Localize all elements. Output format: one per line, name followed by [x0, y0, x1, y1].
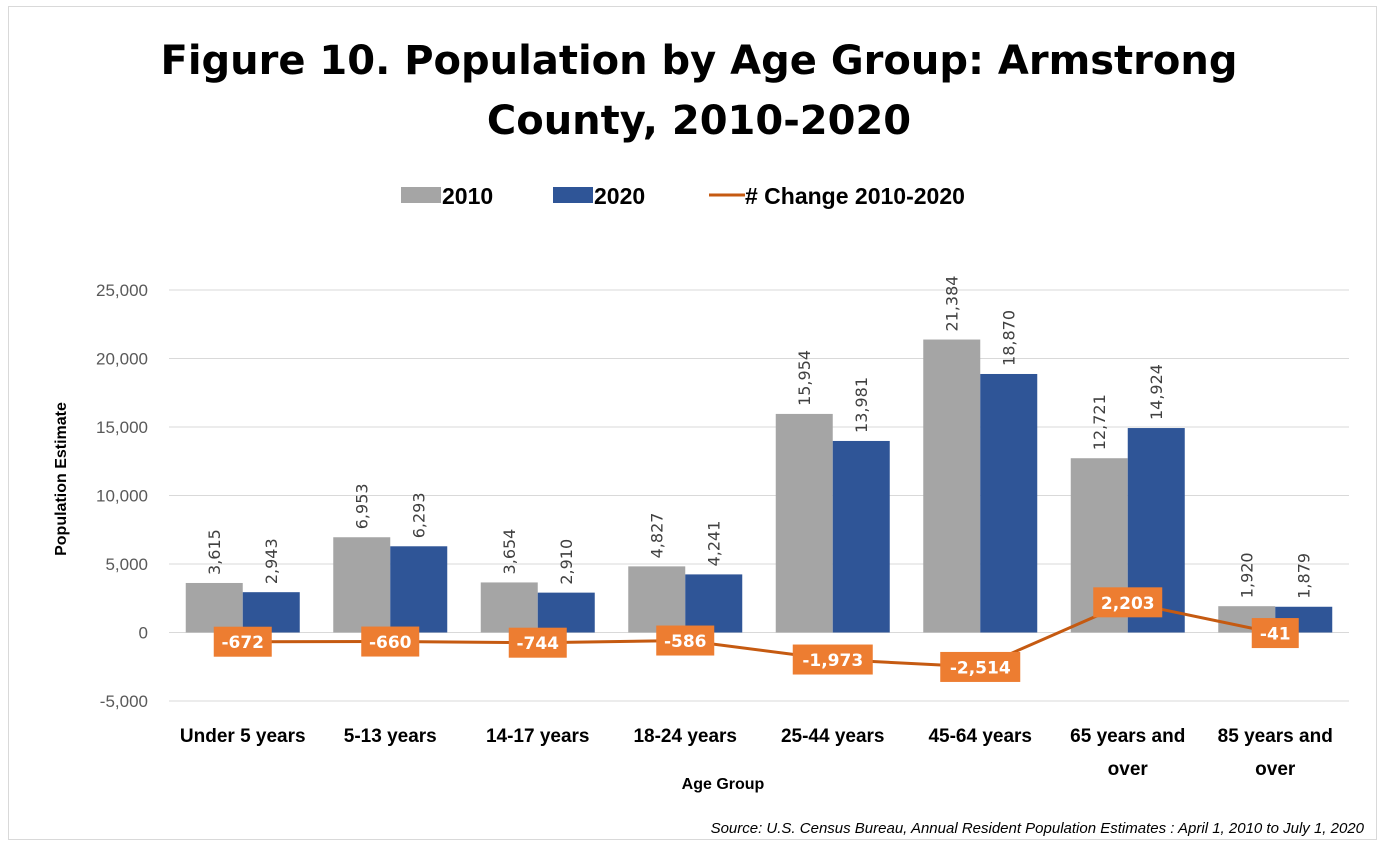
bar-data-label: 3,654: [500, 529, 519, 575]
legend-label: 2010: [442, 183, 493, 209]
change-label-box: [213, 626, 272, 657]
bar-2010: [775, 413, 833, 633]
bar-data-label: 1,879: [1295, 553, 1314, 599]
x-tick-label: 5-13 years: [344, 726, 437, 747]
change-label-box: [508, 627, 567, 658]
source-note: Source: U.S. Census Bureau, Annual Resid…: [711, 820, 1365, 837]
change-data-label: 2,203: [1101, 594, 1155, 614]
x-axis-ticks: Under 5 years 5-13 years 14-17 years 18-24 …: [180, 726, 1333, 780]
bar-data-label: 6,293: [410, 492, 429, 538]
legend-swatch-2020: [553, 187, 593, 203]
y-tick-label: 15,000: [96, 418, 148, 437]
bar-2010: [923, 339, 981, 633]
bar-data-label: 3,615: [205, 529, 224, 575]
bar-2010: [480, 582, 538, 633]
change-data-label: -744: [516, 634, 559, 654]
bar-data-label: 21,384: [943, 276, 962, 332]
x-axis-title: Age Group: [682, 776, 765, 793]
change-label-box: [940, 651, 1021, 682]
bar-data-label: 2,910: [557, 539, 576, 585]
chart-title-line: Figure 10. Population by Age Group: Arms…: [161, 38, 1238, 84]
x-tick-label: over: [1108, 759, 1149, 780]
bar-data-label: 1,920: [1238, 552, 1257, 598]
x-tick-label: 45-64 years: [928, 726, 1032, 747]
bar-data-label: 2,943: [262, 538, 281, 584]
bar-2020: [685, 574, 743, 633]
bar-2020: [242, 592, 300, 633]
x-tick-label: 85 years and: [1218, 726, 1333, 747]
change-label-box: [656, 625, 715, 656]
legend-swatch-2010: [401, 187, 441, 203]
change-data-label: -2,514: [950, 658, 1011, 678]
x-tick-label: 14-17 years: [486, 726, 590, 747]
x-tick-label: Under 5 years: [180, 726, 306, 747]
bar-2010: [333, 537, 391, 633]
bar-2010: [185, 582, 243, 633]
legend-label: 2020: [594, 183, 645, 209]
change-data-label: -1,973: [802, 651, 863, 671]
x-tick-label: 65 years and: [1070, 726, 1185, 747]
y-tick-label: -5,000: [100, 692, 148, 711]
change-label-box: [361, 626, 420, 657]
bar-2020: [980, 373, 1038, 633]
change-label-box: [1251, 618, 1299, 649]
y-tick-label: 5,000: [105, 555, 148, 574]
y-axis-title: Population Estimate: [53, 402, 70, 556]
chart-svg: Figure 10. Population by Age Group: Arms…: [53, 38, 1365, 837]
x-tick-label: 25-44 years: [781, 726, 885, 747]
y-tick-label: 0: [139, 624, 148, 643]
bar-data-label: 4,241: [705, 521, 724, 567]
change-label-box: [1093, 587, 1163, 618]
bar-labels: 3,615 2,943 6,953 6,293 3,654 2,910 4,827 4,241…: [205, 276, 1314, 599]
change-label-box: [792, 644, 873, 675]
change-line: -672 -660 -744 -586 -1,973 -2,514 2,203 -41: [213, 587, 1299, 682]
bar-2020: [537, 592, 595, 633]
bar-data-label: 4,827: [648, 513, 667, 559]
x-tick-label: 18-24 years: [633, 726, 737, 747]
change-data-label: -586: [664, 632, 707, 652]
chart-title-line: County, 2010-2020: [487, 98, 911, 144]
chart-title: Figure 10. Population by Age Group: Arms…: [161, 38, 1238, 144]
change-data-label: -41: [1260, 625, 1291, 645]
bar-data-label: 6,953: [353, 483, 372, 529]
bar-data-label: 12,721: [1090, 394, 1109, 450]
bar-2020: [832, 440, 890, 633]
change-data-label: -672: [221, 633, 264, 653]
change-data-label: -660: [369, 633, 412, 653]
y-axis-ticks: -5,000 0 5,000 10,000 15,000 20,000 25,000: [96, 281, 148, 711]
bar-2010: [628, 566, 686, 633]
y-tick-label: 25,000: [96, 281, 148, 300]
y-tick-label: 20,000: [96, 350, 148, 369]
chart-frame: Figure 10. Population by Age Group: Arms…: [8, 6, 1377, 840]
legend-label: # Change 2010-2020: [745, 183, 965, 209]
x-tick-label: over: [1255, 759, 1296, 780]
bar-data-label: 18,870: [1000, 310, 1019, 366]
bar-2020: [390, 546, 448, 633]
bar-data-label: 14,924: [1147, 364, 1166, 420]
chart-legend: 2010 2020 # Change 2010-2020: [401, 183, 965, 209]
bar-data-label: 13,981: [852, 377, 871, 433]
y-tick-label: 10,000: [96, 487, 148, 506]
bar-data-label: 15,954: [795, 350, 814, 406]
